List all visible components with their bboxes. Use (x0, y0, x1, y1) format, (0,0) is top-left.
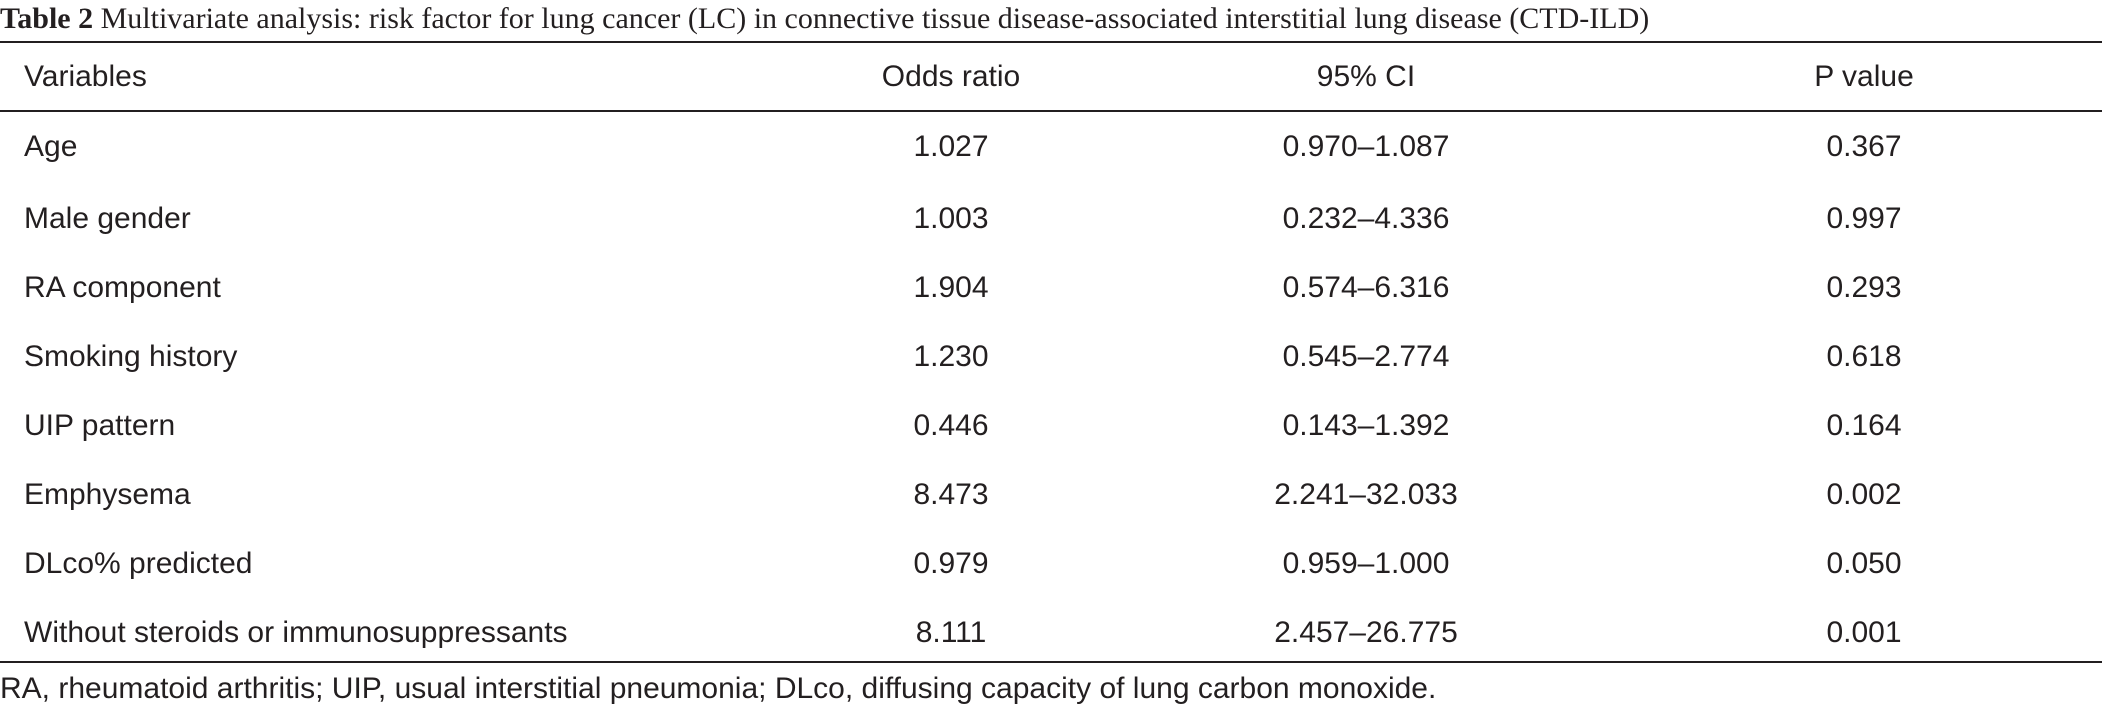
odds-ratio-cell: 1.904 (913, 270, 989, 304)
p-value-cell: 0.367 (1826, 130, 1902, 163)
table-row: UIP pattern 0.446 0.143–1.392 0.164 (0, 391, 2102, 460)
table-row: Smoking history 1.230 0.545–2.774 0.618 (0, 322, 2102, 391)
odds-ratio-cell: 0.446 (913, 408, 989, 442)
table-label: Table 2 (0, 2, 94, 35)
variable-cell: Emphysema (24, 477, 191, 511)
ci-cell: 0.545–2.774 (1282, 339, 1450, 373)
odds-ratio-cell: 1.003 (913, 201, 989, 235)
odds-ratio-cell: 0.979 (913, 546, 989, 580)
variable-cell: DLco% predicted (24, 546, 253, 580)
ci-cell: 0.959–1.000 (1282, 546, 1450, 580)
odds-ratio-cell: 1.027 (913, 130, 989, 163)
top-rule (0, 41, 2102, 43)
variable-cell: UIP pattern (24, 408, 176, 442)
p-value-cell: 0.997 (1826, 201, 1902, 235)
p-value-cell: 0.164 (1826, 408, 1902, 442)
column-header-ci: 95% CI (1316, 59, 1416, 93)
table-title: Multivariate analysis: risk factor for l… (100, 2, 1650, 35)
p-value-cell: 0.001 (1826, 615, 1902, 649)
table-footnote: RA, rheumatoid arthritis; UIP, usual int… (0, 672, 1437, 705)
table-row: Emphysema 8.473 2.241–32.033 0.002 (0, 460, 2102, 529)
variable-cell: Male gender (24, 201, 191, 235)
table-header-row: Variables Odds ratio 95% CI P value (0, 43, 2102, 110)
variable-cell: RA component (24, 270, 221, 304)
ci-cell: 0.143–1.392 (1282, 408, 1450, 442)
ci-cell: 0.574–6.316 (1282, 270, 1450, 304)
bottom-rule (0, 661, 2102, 663)
table-row: Age 1.027 0.970–1.087 0.367 (0, 110, 2102, 184)
variable-cell: Smoking history (24, 339, 238, 373)
ci-cell: 0.232–4.336 (1282, 201, 1450, 235)
p-value-cell: 0.002 (1826, 477, 1902, 511)
multivariate-table: Variables Odds ratio 95% CI P value Age … (0, 43, 2102, 667)
variable-cell: Without steroids or immunosuppressants (24, 615, 568, 649)
column-header-variables: Variables (24, 59, 147, 93)
odds-ratio-cell: 8.111 (915, 615, 987, 649)
table-row: Male gender 1.003 0.232–4.336 0.997 (0, 184, 2102, 253)
table-row: RA component 1.904 0.574–6.316 0.293 (0, 253, 2102, 322)
ci-cell: 2.241–32.033 (1274, 477, 1458, 511)
table-caption: Table 2 Multivariate analysis: risk fact… (0, 2, 2102, 36)
ci-cell: 0.970–1.087 (1282, 130, 1450, 163)
p-value-cell: 0.618 (1826, 339, 1902, 373)
p-value-cell: 0.050 (1826, 546, 1902, 580)
p-value-cell: 0.293 (1826, 270, 1902, 304)
odds-ratio-cell: 8.473 (913, 477, 989, 511)
table-row: DLco% predicted 0.979 0.959–1.000 0.050 (0, 529, 2102, 598)
header-rule (0, 110, 2102, 112)
odds-ratio-cell: 1.230 (913, 339, 989, 373)
table-row: Without steroids or immunosuppressants 8… (0, 598, 2102, 667)
variable-cell: Age (24, 130, 78, 163)
ci-cell: 2.457–26.775 (1274, 615, 1458, 649)
column-header-p-value: P value (1814, 59, 1914, 93)
column-header-odds-ratio: Odds ratio (881, 59, 1021, 93)
